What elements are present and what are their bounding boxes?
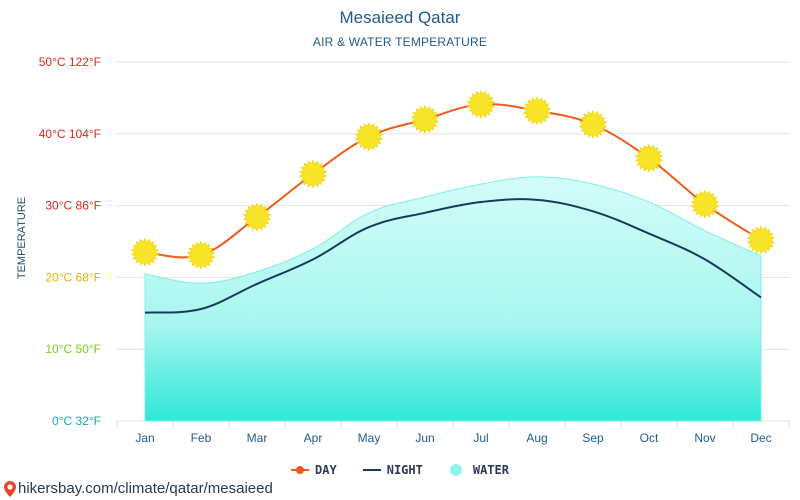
x-tick-label-jul: Jul (473, 431, 488, 445)
source-link[interactable]: hikersbay.com/climate/qatar/mesaieed (4, 480, 273, 497)
day-point-jul[interactable] (466, 89, 496, 119)
legend-night-symbol (362, 469, 381, 471)
day-point-mar[interactable] (242, 202, 272, 232)
day-point-may[interactable] (354, 122, 384, 152)
x-tick-label-may: May (358, 431, 381, 445)
map-pin-icon (4, 480, 16, 497)
day-point-aug[interactable] (522, 96, 552, 126)
day-point-nov[interactable] (690, 189, 720, 219)
legend: DAY NIGHT WATER (0, 463, 800, 477)
legend-day-symbol (291, 466, 310, 474)
legend-water-label: WATER (472, 463, 509, 477)
y-tick-label: 0°C 32°F (52, 414, 101, 428)
day-point-feb[interactable] (186, 240, 216, 270)
day-point-sep[interactable] (578, 109, 608, 140)
chart-title: Mesaieed Qatar (339, 8, 461, 27)
x-tick-label-jan: Jan (135, 431, 154, 445)
legend-water-symbol (449, 464, 462, 476)
x-tick-label-sep: Sep (582, 431, 604, 445)
y-tick-label: 30°C 86°F (45, 199, 101, 213)
legend-night-label: NIGHT (386, 463, 423, 477)
y-tick-label: 40°C 104°F (39, 127, 101, 141)
day-point-apr[interactable] (298, 159, 328, 189)
x-tick-label-apr: Apr (304, 431, 323, 445)
temperature-chart: 0°C 32°F 10°C 50°F 20°C 68°F 30°C 86°F 40°C … (39, 55, 790, 445)
source-text: hikersbay.com/climate/qatar/mesaieed (18, 480, 273, 497)
y-tick-label: 50°C 122°F (39, 55, 101, 69)
chart-subtitle: AIR & WATER TEMPERATURE (312, 35, 488, 49)
day-point-oct[interactable] (634, 143, 664, 173)
day-point-dec[interactable] (746, 225, 776, 255)
legend-night[interactable]: NIGHT (362, 463, 423, 477)
legend-water[interactable]: WATER (449, 463, 509, 477)
y-tick-label: 20°C 68°F (45, 270, 101, 284)
y-tick-label: 10°C 50°F (45, 342, 101, 356)
x-tick-label-nov: Nov (694, 431, 715, 445)
day-point-jun[interactable] (410, 104, 440, 134)
night-series-line (144, 198, 762, 314)
x-tick-label-mar: Mar (247, 431, 268, 445)
water-series-area (144, 176, 762, 422)
legend-day-label: DAY (315, 463, 337, 477)
x-tick-label-oct: Oct (640, 431, 659, 445)
x-tick-label-dec: Dec (750, 431, 771, 445)
x-tick-label-jun: Jun (415, 431, 434, 445)
x-tick-label-aug: Aug (526, 431, 547, 445)
x-tick-label-feb: Feb (191, 431, 212, 445)
legend-day[interactable]: DAY (291, 463, 337, 477)
day-point-jan[interactable] (130, 237, 160, 267)
